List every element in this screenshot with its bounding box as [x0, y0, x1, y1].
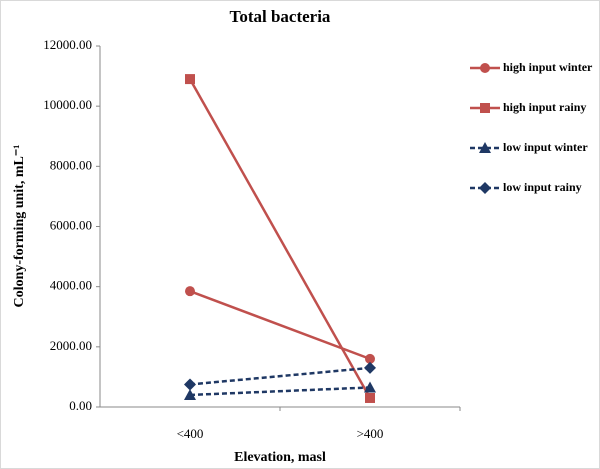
y-tick-label: 2000.00	[50, 338, 92, 353]
data-point	[184, 378, 196, 391]
data-point	[364, 361, 376, 374]
y-tick-label: 4000.00	[50, 278, 92, 293]
series-line	[189, 290, 371, 361]
series-line	[188, 78, 372, 399]
data-point	[185, 74, 195, 85]
y-tick-label: 8000.00	[50, 157, 92, 172]
y-tick-label: 10000.00	[43, 97, 92, 112]
legend-marker	[480, 63, 490, 73]
y-tick-label: 6000.00	[50, 217, 92, 232]
data-point	[365, 353, 375, 364]
legend-marker	[479, 142, 491, 153]
legend-marker	[479, 182, 491, 194]
series-line	[189, 366, 371, 386]
data-point	[365, 392, 375, 403]
legend-label: low input rainy	[503, 180, 582, 194]
series-line	[189, 386, 371, 397]
x-axis-title: Elevation, masl	[234, 450, 326, 465]
y-tick-label: 12000.00	[43, 37, 92, 52]
chart-title: Total bacteria	[230, 7, 331, 26]
x-tick-label: >400	[357, 426, 384, 441]
y-axis-title: Colony-forming unit, mL⁻¹	[12, 145, 27, 308]
legend-label: high input rainy	[503, 100, 586, 114]
legend-marker	[480, 103, 490, 113]
data-point	[185, 286, 195, 297]
x-tick-label: <400	[177, 426, 204, 441]
y-tick-label: 0.00	[69, 398, 92, 413]
data-point	[184, 388, 196, 400]
legend-label: low input winter	[503, 140, 588, 154]
data-point	[364, 381, 376, 393]
legend-label: high input winter	[503, 60, 593, 74]
